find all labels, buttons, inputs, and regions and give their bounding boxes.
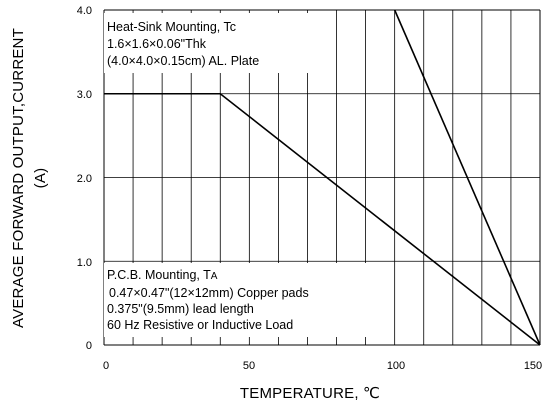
heat-sink-note-line: 1.6×1.6×0.06"Thk	[107, 37, 207, 51]
x-tick-label: 150	[524, 360, 542, 372]
pcb-note-line: 0.375"(9.5mm) lead length	[107, 302, 254, 316]
y-tick-label: 0	[86, 340, 92, 352]
pcb-mounting-curve	[104, 92, 541, 346]
pcb-note-box	[104, 263, 384, 337]
y-tick-label: 2.0	[77, 173, 92, 185]
series-group	[104, 9, 541, 346]
heat-sink-note-box	[104, 13, 326, 73]
x-tick-label: 50	[243, 360, 255, 372]
x-axis-title: TEMPERATURE, ℃	[240, 385, 380, 402]
heat-sink-note-line: (4.0×4.0×0.15cm) AL. Plate	[107, 54, 259, 68]
y-tick-label: 1.0	[77, 257, 92, 269]
x-tick-label: 100	[387, 360, 405, 372]
pcb-note-line: 60 Hz Resistive or Inductive Load	[107, 318, 293, 332]
y-tick-label: 4.0	[77, 5, 92, 17]
heat-sink-note-line: Heat-Sink Mounting, Tc	[107, 20, 236, 34]
y-tick-label: 3.0	[77, 89, 92, 101]
pcb-note-line: 0.47×0.47"(12×12mm) Copper pads	[109, 286, 309, 300]
pcb-note-line: P.C.B. Mounting, TA	[107, 268, 218, 282]
y-axis-title: AVERAGE FORWARD OUTPUT,CURRENT	[10, 28, 27, 328]
x-tick-label: 0	[103, 360, 109, 372]
heat-sink-mounting-curve	[393, 9, 541, 346]
y-axis-unit: (A)	[32, 168, 49, 189]
